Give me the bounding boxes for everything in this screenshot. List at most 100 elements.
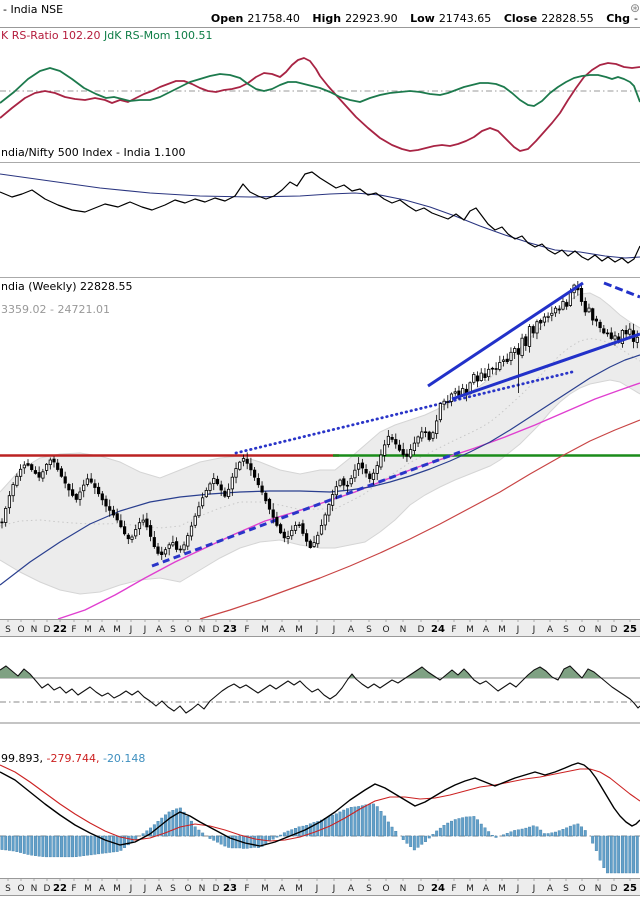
ratio-panel-label: ndia/Nifty 500 Index - India 1.100	[1, 146, 186, 159]
symbol-text: - India NSE	[3, 3, 64, 16]
svg-text:J: J	[332, 884, 336, 894]
help-icon[interactable]: ⊛	[629, 1, 640, 15]
svg-text:N: N	[400, 884, 407, 894]
ohlc-readout: Open 21758.40 High 22923.90 Low 21743.65 Cl…	[202, 12, 638, 25]
svg-text:23: 23	[223, 624, 237, 635]
svg-text:D: D	[44, 884, 51, 894]
macd-main-value: 99.893,	[1, 752, 43, 765]
svg-text:F: F	[451, 625, 456, 635]
svg-text:A: A	[483, 884, 490, 894]
svg-text:D: D	[213, 625, 220, 635]
svg-text:25: 25	[623, 883, 637, 894]
svg-text:O: O	[382, 625, 389, 635]
svg-text:24: 24	[431, 883, 445, 894]
svg-text:J: J	[315, 884, 319, 894]
svg-text:D: D	[611, 884, 618, 894]
svg-text:A: A	[348, 884, 355, 894]
svg-text:O: O	[184, 625, 191, 635]
svg-text:S: S	[563, 884, 569, 894]
svg-text:A: A	[279, 884, 286, 894]
svg-text:F: F	[71, 625, 76, 635]
macd-signal-value: -279.744,	[46, 752, 100, 765]
svg-text:J: J	[129, 625, 133, 635]
svg-text:J: J	[332, 625, 336, 635]
symbol-title: - India NSE	[3, 3, 63, 16]
svg-text:S: S	[366, 625, 372, 635]
close-value: 22828.55	[541, 12, 594, 25]
svg-text:A: A	[156, 884, 163, 894]
svg-text:S: S	[366, 884, 372, 894]
svg-text:A: A	[99, 884, 106, 894]
svg-text:J: J	[129, 884, 133, 894]
rs-mom-value: JdK RS-Mom 100.51	[104, 29, 213, 42]
svg-text:O: O	[17, 884, 24, 894]
svg-text:N: N	[199, 625, 206, 635]
svg-text:A: A	[483, 625, 490, 635]
svg-text:A: A	[348, 625, 355, 635]
svg-text:S: S	[170, 625, 176, 635]
svg-text:J: J	[315, 625, 319, 635]
high-value: 22923.90	[345, 12, 398, 25]
svg-text:N: N	[595, 884, 602, 894]
macd-hist-value: -20.148	[102, 752, 146, 765]
svg-text:J: J	[532, 625, 536, 635]
svg-text:22: 22	[53, 624, 67, 635]
svg-text:N: N	[595, 625, 602, 635]
svg-text:J: J	[532, 884, 536, 894]
svg-text:S: S	[563, 625, 569, 635]
svg-text:J: J	[516, 884, 520, 894]
svg-text:A: A	[547, 625, 554, 635]
svg-text:M: M	[295, 625, 303, 635]
svg-text:S: S	[5, 884, 11, 894]
svg-text:O: O	[578, 884, 585, 894]
open-value: 21758.40	[247, 12, 300, 25]
svg-text:A: A	[279, 625, 286, 635]
chg-value: -	[634, 12, 638, 25]
svg-text:N: N	[31, 884, 38, 894]
svg-text:M: M	[261, 625, 269, 635]
high-label: High	[312, 12, 342, 25]
svg-text:F: F	[244, 884, 249, 894]
svg-text:M: M	[84, 884, 92, 894]
svg-text:S: S	[5, 625, 11, 635]
svg-text:D: D	[213, 884, 220, 894]
svg-text:M: M	[295, 884, 303, 894]
close-label: Close	[503, 12, 538, 25]
svg-text:S: S	[170, 884, 176, 894]
svg-text:M: M	[466, 884, 474, 894]
svg-text:D: D	[418, 884, 425, 894]
svg-text:A: A	[156, 625, 163, 635]
svg-text:M: M	[113, 884, 121, 894]
svg-text:N: N	[199, 884, 206, 894]
open-label: Open	[210, 12, 244, 25]
svg-text:22: 22	[53, 883, 67, 894]
svg-text:O: O	[382, 884, 389, 894]
svg-text:M: M	[498, 625, 506, 635]
rs-ratio-value: K RS-Ratio 102.20	[1, 29, 101, 42]
band-range-label: 3359.02 - 24721.01	[1, 303, 110, 316]
macd-values-label: 99.893, -279.744, -20.148	[1, 752, 145, 765]
low-label: Low	[410, 12, 435, 25]
svg-text:M: M	[113, 625, 121, 635]
svg-text:F: F	[451, 884, 456, 894]
svg-text:O: O	[184, 884, 191, 894]
svg-text:M: M	[261, 884, 269, 894]
svg-text:N: N	[400, 625, 407, 635]
svg-text:24: 24	[431, 624, 445, 635]
svg-text:M: M	[466, 625, 474, 635]
low-value: 21743.65	[438, 12, 492, 25]
svg-text:D: D	[418, 625, 425, 635]
svg-text:O: O	[578, 625, 585, 635]
chg-label: Chg	[606, 12, 631, 25]
svg-text:F: F	[244, 625, 249, 635]
svg-text:25: 25	[623, 624, 637, 635]
svg-text:F: F	[71, 884, 76, 894]
svg-text:23: 23	[223, 883, 237, 894]
svg-text:O: O	[17, 625, 24, 635]
svg-text:A: A	[547, 884, 554, 894]
svg-text:D: D	[44, 625, 51, 635]
svg-text:D: D	[611, 625, 618, 635]
svg-text:J: J	[516, 625, 520, 635]
